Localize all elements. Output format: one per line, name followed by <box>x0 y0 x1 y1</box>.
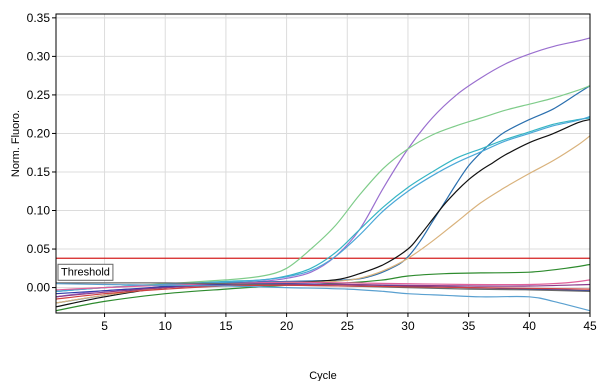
series-lines <box>55 37 591 312</box>
y-axis-ticks: 0.00 0.05 0.10 0.15 0.20 0.25 0.30 0.35 <box>27 11 56 295</box>
series-line <box>55 119 591 308</box>
x-axis-title: Cycle <box>309 370 337 381</box>
y-axis-title: Norm. Fluoro. <box>10 110 22 177</box>
x-tick-label: 10 <box>159 319 173 333</box>
series-line <box>55 283 591 298</box>
series-line <box>55 283 591 312</box>
y-tick-label: 0.05 <box>27 242 51 256</box>
x-tick-label: 15 <box>219 319 233 333</box>
x-tick-label: 40 <box>523 319 537 333</box>
series-line <box>55 85 591 304</box>
y-tick-label: 0.15 <box>27 165 51 179</box>
y-tick-label: 0.30 <box>27 49 51 63</box>
x-axis-ticks: 5 10 15 20 25 30 35 40 45 <box>101 313 597 333</box>
threshold-label: Threshold <box>61 266 110 278</box>
series-line <box>55 284 591 300</box>
x-tick-label: 35 <box>462 319 476 333</box>
x-tick-label: 5 <box>101 319 108 333</box>
series-line <box>55 263 591 312</box>
y-tick-label: 0.25 <box>27 88 51 102</box>
y-tick-label: 0.10 <box>27 204 51 218</box>
series-line <box>55 117 591 292</box>
threshold-group: Threshold <box>56 257 590 281</box>
x-tick-label: 20 <box>280 319 294 333</box>
series-line <box>55 279 591 291</box>
x-tick-label: 30 <box>401 319 415 333</box>
x-tick-label: 25 <box>341 319 355 333</box>
series-line <box>55 85 591 292</box>
plot-area-border <box>55 13 591 314</box>
threshold-label-box <box>57 263 114 281</box>
series-line <box>55 115 591 292</box>
y-tick-label: 0.20 <box>27 126 51 140</box>
x-tick-label: 45 <box>583 319 597 333</box>
grid <box>56 14 591 313</box>
series-line <box>55 135 591 304</box>
y-tick-label: 0.00 <box>27 281 51 295</box>
y-tick-label: 0.35 <box>27 11 51 25</box>
